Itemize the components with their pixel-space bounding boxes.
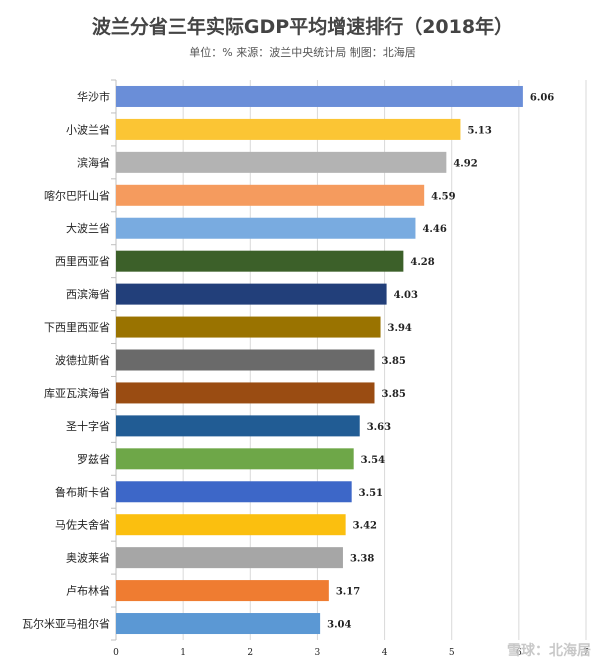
bar	[116, 283, 387, 305]
bar	[116, 448, 354, 470]
value-label: 4.59	[431, 191, 455, 202]
value-label: 3.94	[388, 323, 412, 334]
bar	[116, 250, 404, 272]
x-tick-label: 5	[449, 648, 455, 658]
category-label: 滨海省	[77, 155, 110, 169]
bar	[116, 151, 447, 173]
category-label: 喀尔巴阡山省	[44, 189, 110, 202]
value-label: 4.46	[422, 224, 446, 235]
value-label: 6.06	[530, 92, 554, 103]
watermark: 雪球：北海居	[507, 643, 591, 659]
value-label: 4.92	[453, 158, 477, 169]
bar	[116, 415, 360, 437]
value-label: 3.85	[382, 389, 406, 400]
category-label: 鲁布斯卡省	[55, 485, 110, 499]
x-tick-label: 2	[247, 648, 253, 658]
x-tick-label: 3	[315, 648, 321, 658]
category-label: 西里西亚省	[55, 255, 110, 268]
x-tick-label: 0	[113, 648, 119, 658]
x-tick-label: 6	[516, 648, 522, 658]
category-label: 罗兹省	[77, 453, 110, 466]
chart-title: 波兰分省三年实际GDP平均增速排行（2018年）	[91, 16, 514, 38]
value-label: 4.28	[410, 257, 434, 268]
value-label: 4.03	[394, 290, 418, 301]
value-label: 3.17	[336, 587, 360, 598]
category-label: 小波兰省	[66, 123, 110, 136]
category-label: 大波兰省	[66, 221, 110, 235]
value-label: 3.63	[367, 422, 391, 433]
value-label: 3.54	[361, 455, 385, 466]
x-tick-label: 4	[382, 648, 388, 658]
category-label: 波德拉斯省	[55, 353, 110, 367]
bar	[116, 217, 416, 239]
category-label: 瓦尔米亚马祖尔省	[22, 617, 110, 631]
value-label: 3.04	[327, 620, 351, 631]
bar	[116, 85, 523, 107]
bar	[116, 184, 425, 206]
bar	[116, 481, 352, 503]
bar	[116, 547, 343, 569]
bar	[116, 349, 375, 371]
category-label: 华沙市	[77, 89, 110, 103]
category-label: 奥波莱省	[66, 551, 110, 565]
x-tick-label: 1	[180, 648, 186, 658]
chart-subtitle: 单位：% 来源：波兰中央统计局 制图：北海居	[189, 46, 416, 59]
value-label: 3.38	[350, 554, 374, 565]
category-label: 圣十字省	[66, 419, 110, 433]
bar	[116, 382, 375, 404]
value-label: 5.13	[467, 125, 491, 136]
x-tick-label: 7	[583, 648, 589, 658]
category-label: 马佐夫舍省	[55, 518, 110, 532]
bar	[116, 580, 329, 602]
bar	[116, 118, 461, 140]
category-label: 下西里西亚省	[44, 321, 110, 334]
bar	[116, 514, 346, 536]
bar	[116, 316, 381, 338]
bar	[116, 613, 321, 635]
category-label: 西滨海省	[66, 287, 110, 301]
value-label: 3.51	[359, 488, 383, 499]
category-label: 卢布林省	[66, 584, 110, 598]
value-label: 3.42	[353, 521, 377, 532]
value-label: 3.85	[382, 356, 406, 367]
category-label: 库亚瓦滨海省	[44, 386, 110, 400]
